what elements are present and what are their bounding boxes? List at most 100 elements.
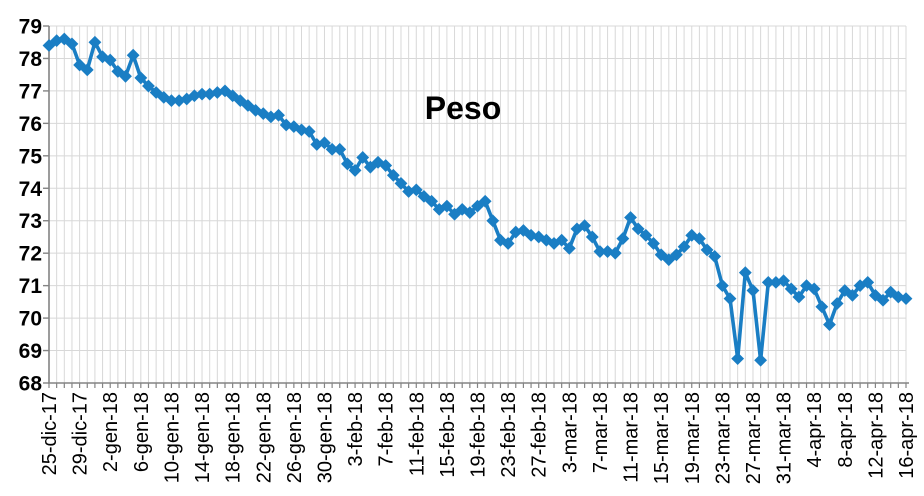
x-axis-label: 10-gen-18	[161, 392, 183, 483]
data-point-marker[interactable]	[318, 136, 331, 150]
data-point-marker[interactable]	[754, 353, 768, 367]
data-point-marker[interactable]	[738, 266, 752, 280]
data-point-marker[interactable]	[348, 164, 362, 177]
x-axis-label: 19-feb-18	[468, 392, 490, 478]
data-point-marker[interactable]	[371, 155, 385, 169]
data-point-marker[interactable]	[608, 246, 622, 260]
data-point-marker[interactable]	[80, 63, 94, 77]
data-point-marker[interactable]	[478, 194, 492, 208]
data-point-marker[interactable]	[425, 194, 438, 208]
data-point-marker[interactable]	[723, 292, 737, 306]
data-point-marker[interactable]	[333, 142, 347, 156]
data-point-marker[interactable]	[639, 228, 653, 242]
data-point-marker[interactable]	[501, 237, 515, 250]
data-point-marker[interactable]	[807, 282, 821, 296]
data-point-marker[interactable]	[325, 142, 339, 156]
data-point-marker[interactable]	[899, 292, 913, 306]
data-point-marker[interactable]	[693, 232, 706, 245]
data-point-marker[interactable]	[585, 230, 599, 244]
x-axis-label: 4-apr-18	[804, 392, 826, 468]
data-point-marker[interactable]	[409, 183, 423, 197]
data-point-marker[interactable]	[677, 240, 691, 254]
data-point-marker[interactable]	[624, 211, 637, 224]
data-point-marker[interactable]	[195, 87, 209, 101]
data-point-marker[interactable]	[555, 233, 569, 247]
data-point-marker[interactable]	[861, 275, 875, 289]
data-point-marker[interactable]	[103, 53, 117, 67]
x-axis-label: 19-mar-18	[682, 392, 704, 484]
data-point-marker[interactable]	[157, 91, 171, 104]
data-point-marker[interactable]	[379, 159, 393, 172]
y-axis-label: 72	[19, 243, 42, 266]
data-point-marker[interactable]	[792, 290, 806, 304]
data-point-marker[interactable]	[562, 241, 576, 255]
data-point-marker[interactable]	[815, 300, 829, 314]
data-point-marker[interactable]	[233, 94, 247, 108]
x-axis-label: 27-mar-18	[743, 392, 765, 484]
data-point-marker[interactable]	[341, 157, 354, 171]
data-point-marker[interactable]	[670, 248, 683, 262]
data-point-marker[interactable]	[647, 237, 660, 250]
series-peso[interactable]	[42, 32, 913, 367]
data-point-marker[interactable]	[203, 87, 217, 101]
data-point-marker[interactable]	[180, 92, 194, 106]
data-point-marker[interactable]	[363, 160, 377, 174]
data-point-marker[interactable]	[830, 297, 844, 310]
data-point-marker[interactable]	[662, 253, 676, 267]
x-axis-label: 11-feb-18	[406, 392, 428, 476]
data-point-marker[interactable]	[172, 94, 186, 108]
data-point-marker[interactable]	[784, 282, 798, 296]
data-point-marker[interactable]	[616, 232, 630, 245]
data-point-marker[interactable]	[218, 84, 232, 98]
data-point-marker[interactable]	[165, 94, 178, 108]
data-point-marker[interactable]	[272, 108, 285, 122]
data-point-marker[interactable]	[417, 189, 431, 203]
data-point-marker[interactable]	[256, 107, 270, 121]
data-point-marker[interactable]	[471, 199, 484, 213]
data-point-marker[interactable]	[126, 48, 140, 62]
data-point-marker[interactable]	[700, 243, 714, 257]
data-point-marker[interactable]	[119, 69, 132, 83]
chart-title[interactable]: Peso	[425, 90, 501, 126]
data-point-marker[interactable]	[463, 206, 477, 220]
data-point-marker[interactable]	[440, 199, 454, 213]
data-point-marker[interactable]	[715, 279, 729, 293]
data-point-marker[interactable]	[264, 110, 278, 124]
y-axis-label: 69	[19, 340, 42, 363]
data-point-marker[interactable]	[631, 222, 645, 236]
data-point-marker[interactable]	[88, 35, 102, 49]
data-point-marker[interactable]	[708, 250, 722, 263]
x-axis-label: 3-mar-18	[559, 392, 581, 473]
x-axis-label: 2-gen-18	[100, 392, 122, 472]
data-point-marker[interactable]	[149, 86, 163, 99]
data-point-marker[interactable]	[310, 138, 324, 151]
data-point-marker[interactable]	[876, 293, 890, 307]
data-point-marker[interactable]	[486, 214, 500, 228]
data-point-marker[interactable]	[142, 79, 155, 93]
data-point-marker[interactable]	[761, 275, 775, 289]
axis-ticks	[43, 25, 907, 388]
data-point-marker[interactable]	[226, 89, 240, 103]
data-point-marker[interactable]	[386, 168, 400, 182]
data-point-marker[interactable]	[394, 177, 408, 190]
data-point-marker[interactable]	[593, 245, 607, 258]
data-point-marker[interactable]	[578, 219, 592, 232]
data-point-marker[interactable]	[777, 274, 790, 288]
data-point-marker[interactable]	[746, 284, 760, 297]
data-point-marker[interactable]	[356, 151, 370, 164]
data-point-marker[interactable]	[249, 103, 262, 117]
x-axis-label: 16-apr-18	[896, 392, 918, 479]
data-point-marker[interactable]	[134, 71, 148, 85]
data-point-marker[interactable]	[731, 352, 745, 366]
data-point-marker[interactable]	[241, 99, 255, 112]
y-axis-label: 75	[19, 145, 43, 168]
data-point-marker[interactable]	[302, 125, 316, 138]
data-point-marker[interactable]	[823, 318, 836, 331]
data-point-marker[interactable]	[187, 89, 201, 103]
data-point-marker[interactable]	[210, 86, 224, 99]
data-point-marker[interactable]	[65, 37, 79, 51]
data-point-marker[interactable]	[73, 58, 87, 72]
data-point-marker[interactable]	[846, 288, 859, 302]
data-point-marker[interactable]	[570, 222, 584, 236]
